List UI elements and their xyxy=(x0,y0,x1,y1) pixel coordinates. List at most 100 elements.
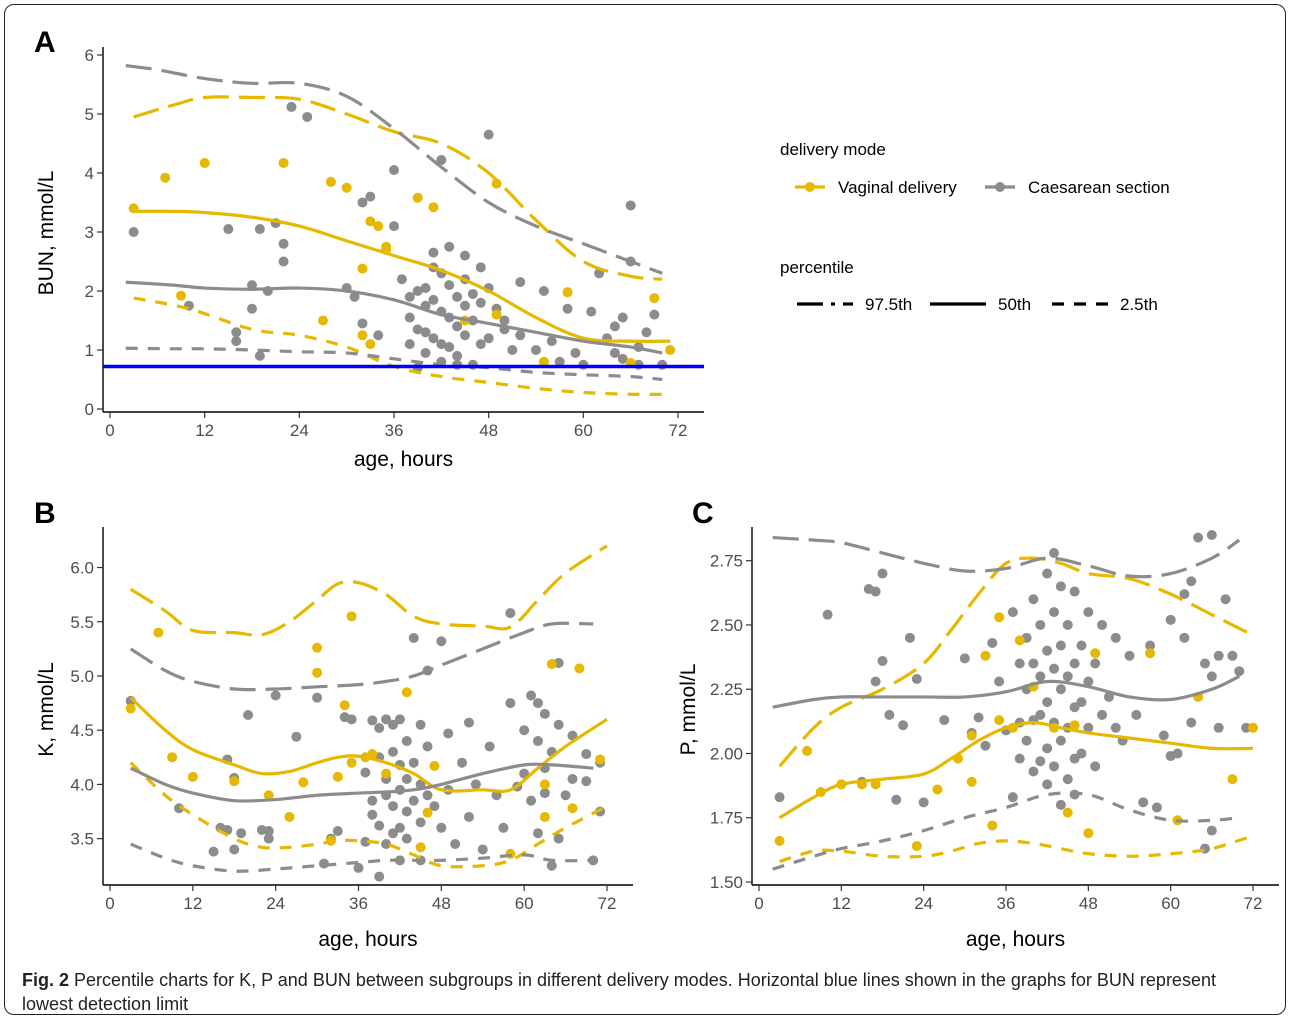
caesarean-point xyxy=(884,709,895,720)
vaginal-point xyxy=(567,803,578,814)
caesarean-point xyxy=(1042,568,1053,579)
caesarean-point xyxy=(870,676,881,687)
caesarean-point xyxy=(243,710,254,721)
vaginal-point xyxy=(176,290,186,301)
caesarean-point xyxy=(581,776,592,787)
panel-letter: B xyxy=(34,497,56,530)
x-tick-label: 60 xyxy=(574,421,593,440)
caesarean-point xyxy=(401,833,412,844)
vaginal-2_5th-line xyxy=(779,834,1254,863)
caesarean-point xyxy=(475,262,486,273)
vaginal-50th-line xyxy=(778,721,1254,820)
vaginal-point xyxy=(595,754,606,765)
caesarean-point xyxy=(477,844,488,855)
caesarean-point xyxy=(1090,761,1101,772)
caesarean-point xyxy=(401,736,412,747)
caesarean-point xyxy=(1069,586,1080,597)
caesarean-point xyxy=(422,741,433,752)
caesarean-point xyxy=(973,712,984,723)
caesarean-point xyxy=(507,345,518,355)
caesarean-point xyxy=(505,608,516,619)
caesarean-point xyxy=(415,719,426,730)
caesarean-point xyxy=(554,356,565,367)
caesarean-point xyxy=(546,336,557,347)
caesarean-point xyxy=(1213,722,1224,733)
vaginal-point xyxy=(539,811,550,822)
vaginal-point xyxy=(987,820,998,831)
y-tick-label: 3 xyxy=(85,223,94,242)
x-tick-label: 0 xyxy=(754,894,763,913)
panel-letter: A xyxy=(34,26,56,59)
vaginal-point xyxy=(802,745,813,756)
caesarean-point xyxy=(357,318,368,329)
y-axis-title: P, mmol/L xyxy=(677,664,700,756)
x-tick-label: 0 xyxy=(105,421,114,440)
legend-label-vaginal: Vaginal delivery xyxy=(838,178,957,197)
vaginal-point xyxy=(153,627,164,638)
vaginal-point xyxy=(415,842,426,853)
caesarean-point xyxy=(1158,730,1169,741)
caesarean-point xyxy=(980,740,991,751)
caesarean-point xyxy=(567,773,578,784)
caesarean-point xyxy=(526,795,537,806)
vaginal-point xyxy=(346,757,357,768)
x-tick-label: 72 xyxy=(598,894,617,913)
caesarean-point xyxy=(1206,530,1217,540)
legend: delivery mode Vaginal delivery Caesarean s… xyxy=(780,140,1170,314)
x-tick-label: 12 xyxy=(195,421,214,440)
caesarean-point xyxy=(388,801,399,812)
caesarean-point xyxy=(546,860,557,871)
vaginal-2_5th-line xyxy=(133,296,671,396)
caesarean-point xyxy=(918,797,929,808)
vaginal-point xyxy=(199,157,210,168)
caesarean-point xyxy=(1076,748,1087,759)
vaginal-point xyxy=(229,776,240,787)
y-tick-label: 4 xyxy=(85,164,94,183)
caesarean-point xyxy=(463,811,474,822)
caesarean-point xyxy=(1062,774,1073,785)
caesarean-point xyxy=(408,795,419,806)
x-tick-label: 24 xyxy=(266,894,285,913)
caesarean-point xyxy=(609,347,620,358)
caesarean-point xyxy=(1097,619,1108,630)
caesarean-point xyxy=(367,795,378,806)
vaginal-point xyxy=(649,293,660,304)
caesarean-point xyxy=(346,714,357,725)
caesarean-point xyxy=(483,333,494,344)
x-tick-label: 12 xyxy=(183,894,202,913)
caesarean-point xyxy=(357,197,368,208)
caesarean-point xyxy=(443,728,454,739)
caesarean-point xyxy=(450,839,461,850)
caesarean-point xyxy=(1028,594,1039,605)
x-tick-label: 60 xyxy=(515,894,534,913)
caesarean-point xyxy=(208,846,219,857)
caesarean-point xyxy=(538,286,549,296)
caesarean-point xyxy=(526,690,537,701)
vaginal-point xyxy=(538,356,549,367)
vaginal-point xyxy=(1069,720,1080,731)
caesarean-point xyxy=(247,280,257,291)
caesarean-50th-line xyxy=(130,762,594,803)
caesarean-point xyxy=(1227,650,1238,661)
y-tick-label: 2.50 xyxy=(710,616,743,635)
caesarean-point xyxy=(381,839,392,850)
caesarean-point xyxy=(457,757,468,768)
caesarean-point xyxy=(263,826,274,837)
caesarean-point xyxy=(436,339,447,350)
caesarean-2_5th-line xyxy=(772,791,1240,871)
vaginal-point xyxy=(774,835,785,846)
caesarean-point xyxy=(1151,802,1162,813)
vaginal-point xyxy=(422,807,433,818)
y-tick-label: 6.0 xyxy=(70,559,94,578)
caesarean-point xyxy=(1090,658,1101,669)
caesarean-point xyxy=(1062,619,1073,630)
caesarean-point xyxy=(1083,722,1094,733)
y-tick-label: 5 xyxy=(85,105,94,124)
caesarean-point xyxy=(1069,702,1080,713)
caesarean-point xyxy=(428,333,439,344)
caesarean-point xyxy=(349,291,360,302)
caesarean-point xyxy=(1179,589,1190,600)
caesarean-point xyxy=(1042,743,1053,754)
caesarean-point xyxy=(1049,663,1060,674)
vaginal-50th-line xyxy=(129,696,608,794)
